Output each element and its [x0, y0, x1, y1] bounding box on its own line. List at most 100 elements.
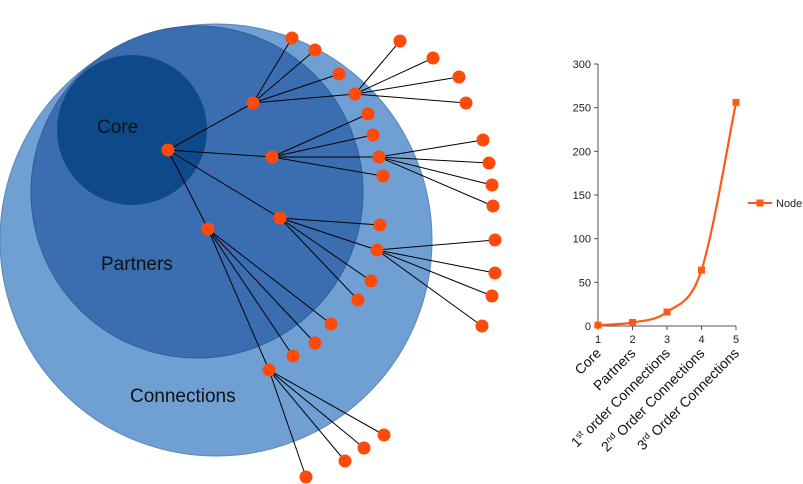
edge [271, 156, 384, 177]
series-node [594, 98, 740, 329]
connection-node [485, 178, 499, 192]
connection-node [361, 107, 375, 121]
edge [376, 249, 493, 297]
edge [207, 228, 332, 325]
connection-node [351, 293, 365, 307]
edge [279, 217, 378, 251]
connection-node [308, 336, 322, 350]
connection-node [299, 470, 313, 484]
connection-node [285, 31, 299, 45]
connection-node [324, 317, 338, 331]
legend: Node [748, 198, 802, 210]
y-tick-label: 300 [573, 59, 591, 71]
partners-label: Partners [101, 254, 173, 275]
connection-node [348, 87, 362, 101]
series-line [597, 102, 738, 327]
y-tick-label: 150 [573, 190, 591, 202]
connection-node [452, 70, 466, 84]
edge [376, 249, 483, 327]
connection-node [488, 233, 502, 247]
network-diagram: Core Partners Connections [0, 23, 502, 484]
nodes [161, 31, 502, 484]
edge [207, 228, 270, 371]
data-point [629, 319, 636, 327]
legend-label: Node [776, 198, 802, 210]
x-tick-label: 5 [733, 334, 739, 346]
edge [252, 73, 340, 104]
connection-node [366, 128, 380, 142]
x-tick-label: 2 [629, 334, 635, 346]
data-point [594, 321, 602, 329]
y-axis: 0 50 100 150 200 250 300 [573, 59, 599, 333]
connection-node [376, 169, 390, 183]
connection-node [262, 363, 276, 377]
connection-node [377, 428, 391, 442]
y-tick-label: 50 [579, 277, 591, 289]
partner-node [273, 211, 287, 225]
connection-node [475, 319, 489, 333]
core-ring [57, 55, 207, 205]
edge [378, 156, 494, 207]
partner-node [246, 96, 260, 110]
edge [207, 228, 316, 344]
connection-node [372, 150, 386, 164]
edge [378, 156, 490, 164]
connection-node [485, 289, 499, 303]
core-label: Core [97, 117, 138, 138]
edge [252, 49, 316, 104]
edge [354, 57, 434, 95]
edge [378, 156, 493, 186]
edge [268, 369, 385, 436]
x-axis: 1 2 3 4 5 [595, 325, 739, 346]
edge [271, 113, 369, 158]
connection-node [426, 51, 440, 65]
edge [167, 149, 273, 158]
edge [268, 369, 307, 478]
edge [279, 217, 381, 226]
partner-node [201, 222, 215, 236]
connection-node [286, 349, 300, 363]
edge [378, 139, 484, 158]
connections-label: Connections [130, 386, 236, 407]
edge [167, 149, 281, 219]
edge [376, 239, 496, 251]
connection-node [357, 441, 371, 455]
connection-node [459, 96, 473, 110]
connection-node [488, 266, 502, 280]
edges [167, 37, 496, 478]
connection-node [486, 199, 500, 213]
data-point [663, 308, 671, 316]
edge [354, 93, 467, 104]
connection-node [308, 43, 322, 57]
edge [354, 40, 401, 95]
y-tick-label: 250 [573, 103, 591, 115]
core-node [161, 143, 175, 157]
edge [271, 134, 374, 158]
y-tick-label: 100 [573, 234, 591, 246]
edge [279, 217, 359, 301]
edge [252, 93, 356, 104]
edge [167, 102, 254, 151]
edge [207, 228, 294, 357]
connection-node [332, 67, 346, 81]
edge [252, 37, 293, 104]
edge [279, 217, 372, 282]
connection-node [370, 243, 384, 257]
x-tick-label: 1 [595, 334, 601, 346]
connection-node [476, 133, 490, 147]
edge [268, 369, 346, 462]
connection-node [364, 274, 378, 288]
line-chart: 0 50 100 150 200 250 300 1 2 3 4 5 CorePartners1st… [568, 59, 803, 455]
connection-node [482, 156, 496, 170]
edge [268, 369, 365, 449]
partner-node [265, 150, 279, 164]
connection-node [373, 218, 387, 232]
edge [167, 149, 209, 230]
y-tick-label: 200 [573, 146, 591, 158]
edge [354, 76, 460, 95]
connection-node [338, 454, 352, 468]
x-tick-label: 4 [698, 334, 704, 346]
y-tick-label: 0 [585, 321, 591, 333]
